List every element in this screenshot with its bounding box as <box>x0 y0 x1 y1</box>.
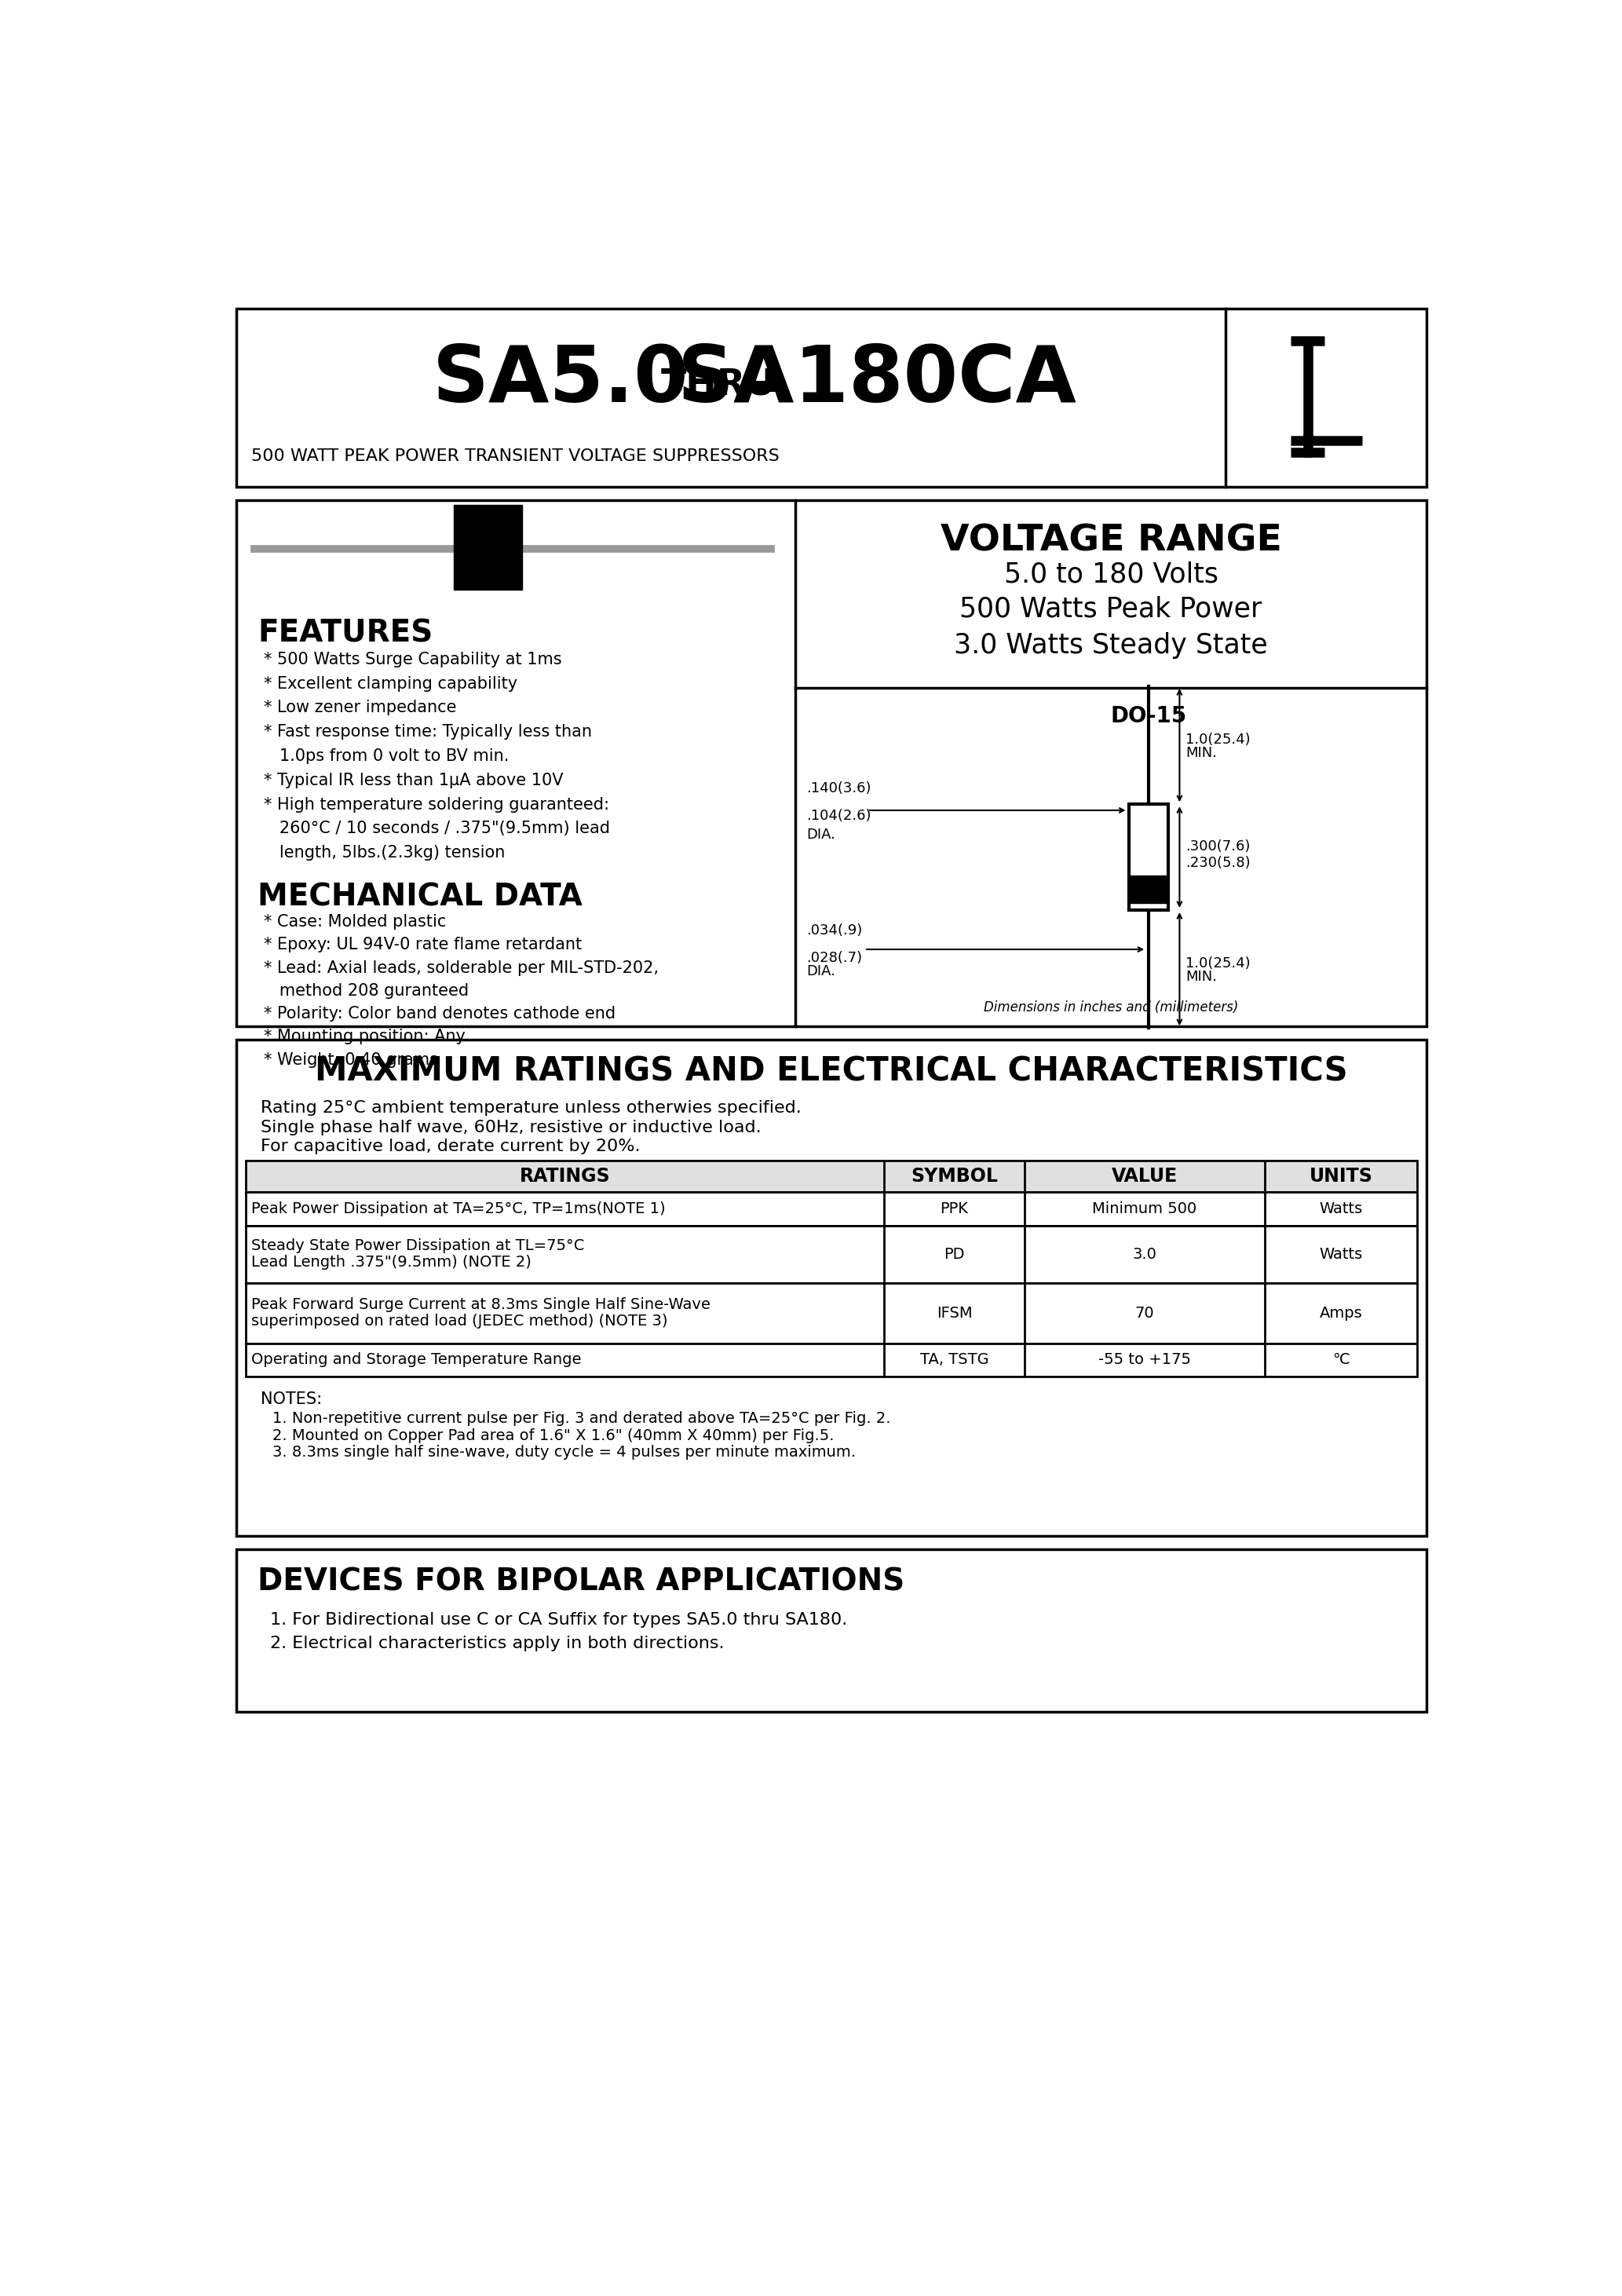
Text: 3. 8.3ms single half sine-wave, duty cycle = 4 pulses per minute maximum.: 3. 8.3ms single half sine-wave, duty cyc… <box>272 1444 856 1460</box>
Text: * Fast response time: Typically less than: * Fast response time: Typically less tha… <box>264 723 592 739</box>
Text: * Case: Molded plastic: * Case: Molded plastic <box>264 914 446 930</box>
Text: 1. Non-repetitive current pulse per Fig. 3 and derated above TA=25°C per Fig. 2.: 1. Non-repetitive current pulse per Fig.… <box>272 1412 890 1426</box>
Text: 260°C / 10 seconds / .375"(9.5mm) lead: 260°C / 10 seconds / .375"(9.5mm) lead <box>264 822 610 836</box>
Text: UNITS: UNITS <box>1309 1166 1372 1185</box>
Text: FEATURES: FEATURES <box>258 618 433 647</box>
Text: * Weight: 0.40 grams: * Weight: 0.40 grams <box>264 1052 438 1068</box>
Text: 500 WATT PEAK POWER TRANSIENT VOLTAGE SUPPRESSORS: 500 WATT PEAK POWER TRANSIENT VOLTAGE SU… <box>251 448 780 464</box>
Bar <box>1129 804 1168 909</box>
Text: length, 5lbs.(2.3kg) tension: length, 5lbs.(2.3kg) tension <box>264 845 504 861</box>
Text: 500 Watts Peak Power: 500 Watts Peak Power <box>960 597 1262 622</box>
Text: * Typical IR less than 1μA above 10V: * Typical IR less than 1μA above 10V <box>264 771 563 788</box>
Text: TA, TSTG: TA, TSTG <box>920 1352 989 1368</box>
Text: 3.0: 3.0 <box>1132 1247 1156 1261</box>
Text: Peak Forward Surge Current at 8.3ms Single Half Sine-Wave: Peak Forward Surge Current at 8.3ms Sing… <box>251 1297 710 1311</box>
Bar <box>245 1162 1418 1192</box>
Text: .034(.9): .034(.9) <box>806 923 863 937</box>
Text: Minimum 500: Minimum 500 <box>1093 1201 1197 1217</box>
Text: * 500 Watts Surge Capability at 1ms: * 500 Watts Surge Capability at 1ms <box>264 652 561 668</box>
Text: Lead Length .375"(9.5mm) (NOTE 2): Lead Length .375"(9.5mm) (NOTE 2) <box>251 1256 532 1270</box>
Bar <box>245 1343 1418 1378</box>
Text: .300(7.6): .300(7.6) <box>1186 840 1251 854</box>
Text: DEVICES FOR BIPOLAR APPLICATIONS: DEVICES FOR BIPOLAR APPLICATIONS <box>258 1566 905 1596</box>
Text: Watts: Watts <box>1319 1247 1362 1261</box>
Text: Dimensions in inches and (millimeters): Dimensions in inches and (millimeters) <box>983 1001 1238 1015</box>
Text: THRU: THRU <box>662 367 777 402</box>
Text: DIA.: DIA. <box>806 964 835 978</box>
Text: RATINGS: RATINGS <box>519 1166 610 1185</box>
Text: MECHANICAL DATA: MECHANICAL DATA <box>258 882 582 912</box>
Text: Watts: Watts <box>1319 1201 1362 1217</box>
Text: MIN.: MIN. <box>1186 746 1216 760</box>
Text: * Low zener impedance: * Low zener impedance <box>264 700 456 716</box>
Text: PPK: PPK <box>941 1201 968 1217</box>
Text: Operating and Storage Temperature Range: Operating and Storage Temperature Range <box>251 1352 582 1368</box>
Bar <box>245 1226 1418 1283</box>
Text: 5.0 to 180 Volts: 5.0 to 180 Volts <box>1004 560 1218 588</box>
Text: 1.0ps from 0 volt to BV min.: 1.0ps from 0 volt to BV min. <box>264 748 509 765</box>
Text: Peak Power Dissipation at TA=25°C, TP=1ms(NOTE 1): Peak Power Dissipation at TA=25°C, TP=1m… <box>251 1201 665 1217</box>
Text: * Polarity: Color band denotes cathode end: * Polarity: Color band denotes cathode e… <box>264 1006 615 1022</box>
Text: -55 to +175: -55 to +175 <box>1098 1352 1191 1368</box>
Text: * Excellent clamping capability: * Excellent clamping capability <box>264 675 517 691</box>
Text: SA180CA: SA180CA <box>676 342 1077 418</box>
Bar <box>454 505 522 590</box>
Text: VALUE: VALUE <box>1111 1166 1178 1185</box>
Text: ℃: ℃ <box>1332 1352 1350 1368</box>
Bar <box>237 501 1426 1026</box>
Text: 1. For Bidirectional use C or CA Suffix for types SA5.0 thru SA180.: 1. For Bidirectional use C or CA Suffix … <box>269 1612 847 1628</box>
Text: superimposed on rated load (JEDEC method) (NOTE 3): superimposed on rated load (JEDEC method… <box>251 1313 668 1329</box>
Text: For capacitive load, derate current by 20%.: For capacitive load, derate current by 2… <box>261 1139 641 1155</box>
Text: Single phase half wave, 60Hz, resistive or inductive load.: Single phase half wave, 60Hz, resistive … <box>261 1120 761 1134</box>
Text: Rating 25°C ambient temperature unless otherwies specified.: Rating 25°C ambient temperature unless o… <box>261 1100 801 1116</box>
Text: 2. Mounted on Copper Pad area of 1.6" X 1.6" (40mm X 40mm) per Fig.5.: 2. Mounted on Copper Pad area of 1.6" X … <box>272 1428 834 1442</box>
Bar <box>245 1192 1418 1226</box>
Text: * High temperature soldering guaranteed:: * High temperature soldering guaranteed: <box>264 797 608 813</box>
Text: * Mounting position: Any: * Mounting position: Any <box>264 1029 466 1045</box>
Text: .230(5.8): .230(5.8) <box>1186 856 1251 870</box>
Text: method 208 guranteed: method 208 guranteed <box>264 983 469 999</box>
Text: .140(3.6): .140(3.6) <box>806 781 871 797</box>
Text: SA5.0: SA5.0 <box>433 342 689 418</box>
Text: 2. Electrical characteristics apply in both directions.: 2. Electrical characteristics apply in b… <box>269 1635 723 1651</box>
Text: Steady State Power Dissipation at TL=75°C: Steady State Power Dissipation at TL=75°… <box>251 1238 584 1254</box>
Bar <box>237 1040 1426 1536</box>
Text: IFSM: IFSM <box>936 1306 972 1320</box>
Text: MIN.: MIN. <box>1186 969 1216 983</box>
Text: VOLTAGE RANGE: VOLTAGE RANGE <box>941 523 1281 558</box>
Text: MAXIMUM RATINGS AND ELECTRICAL CHARACTERISTICS: MAXIMUM RATINGS AND ELECTRICAL CHARACTER… <box>315 1054 1348 1088</box>
Text: Amps: Amps <box>1320 1306 1362 1320</box>
Text: .028(.7): .028(.7) <box>806 951 863 964</box>
Text: * Lead: Axial leads, solderable per MIL-STD-202,: * Lead: Axial leads, solderable per MIL-… <box>264 960 659 976</box>
Text: SYMBOL: SYMBOL <box>912 1166 998 1185</box>
Text: 3.0 Watts Steady State: 3.0 Watts Steady State <box>954 631 1268 659</box>
Text: NOTES:: NOTES: <box>261 1391 321 1407</box>
Text: DO-15: DO-15 <box>1111 705 1187 728</box>
Text: DIA.: DIA. <box>806 827 835 840</box>
Bar <box>1129 875 1168 902</box>
Bar <box>237 308 1426 487</box>
Bar <box>237 1550 1426 1713</box>
Text: .104(2.6): .104(2.6) <box>806 808 871 824</box>
Text: PD: PD <box>944 1247 965 1261</box>
Text: * Epoxy: UL 94V-0 rate flame retardant: * Epoxy: UL 94V-0 rate flame retardant <box>264 937 582 953</box>
Text: 70: 70 <box>1135 1306 1155 1320</box>
Text: 1.0(25.4): 1.0(25.4) <box>1186 955 1251 971</box>
Bar <box>245 1283 1418 1343</box>
Text: 1.0(25.4): 1.0(25.4) <box>1186 732 1251 746</box>
